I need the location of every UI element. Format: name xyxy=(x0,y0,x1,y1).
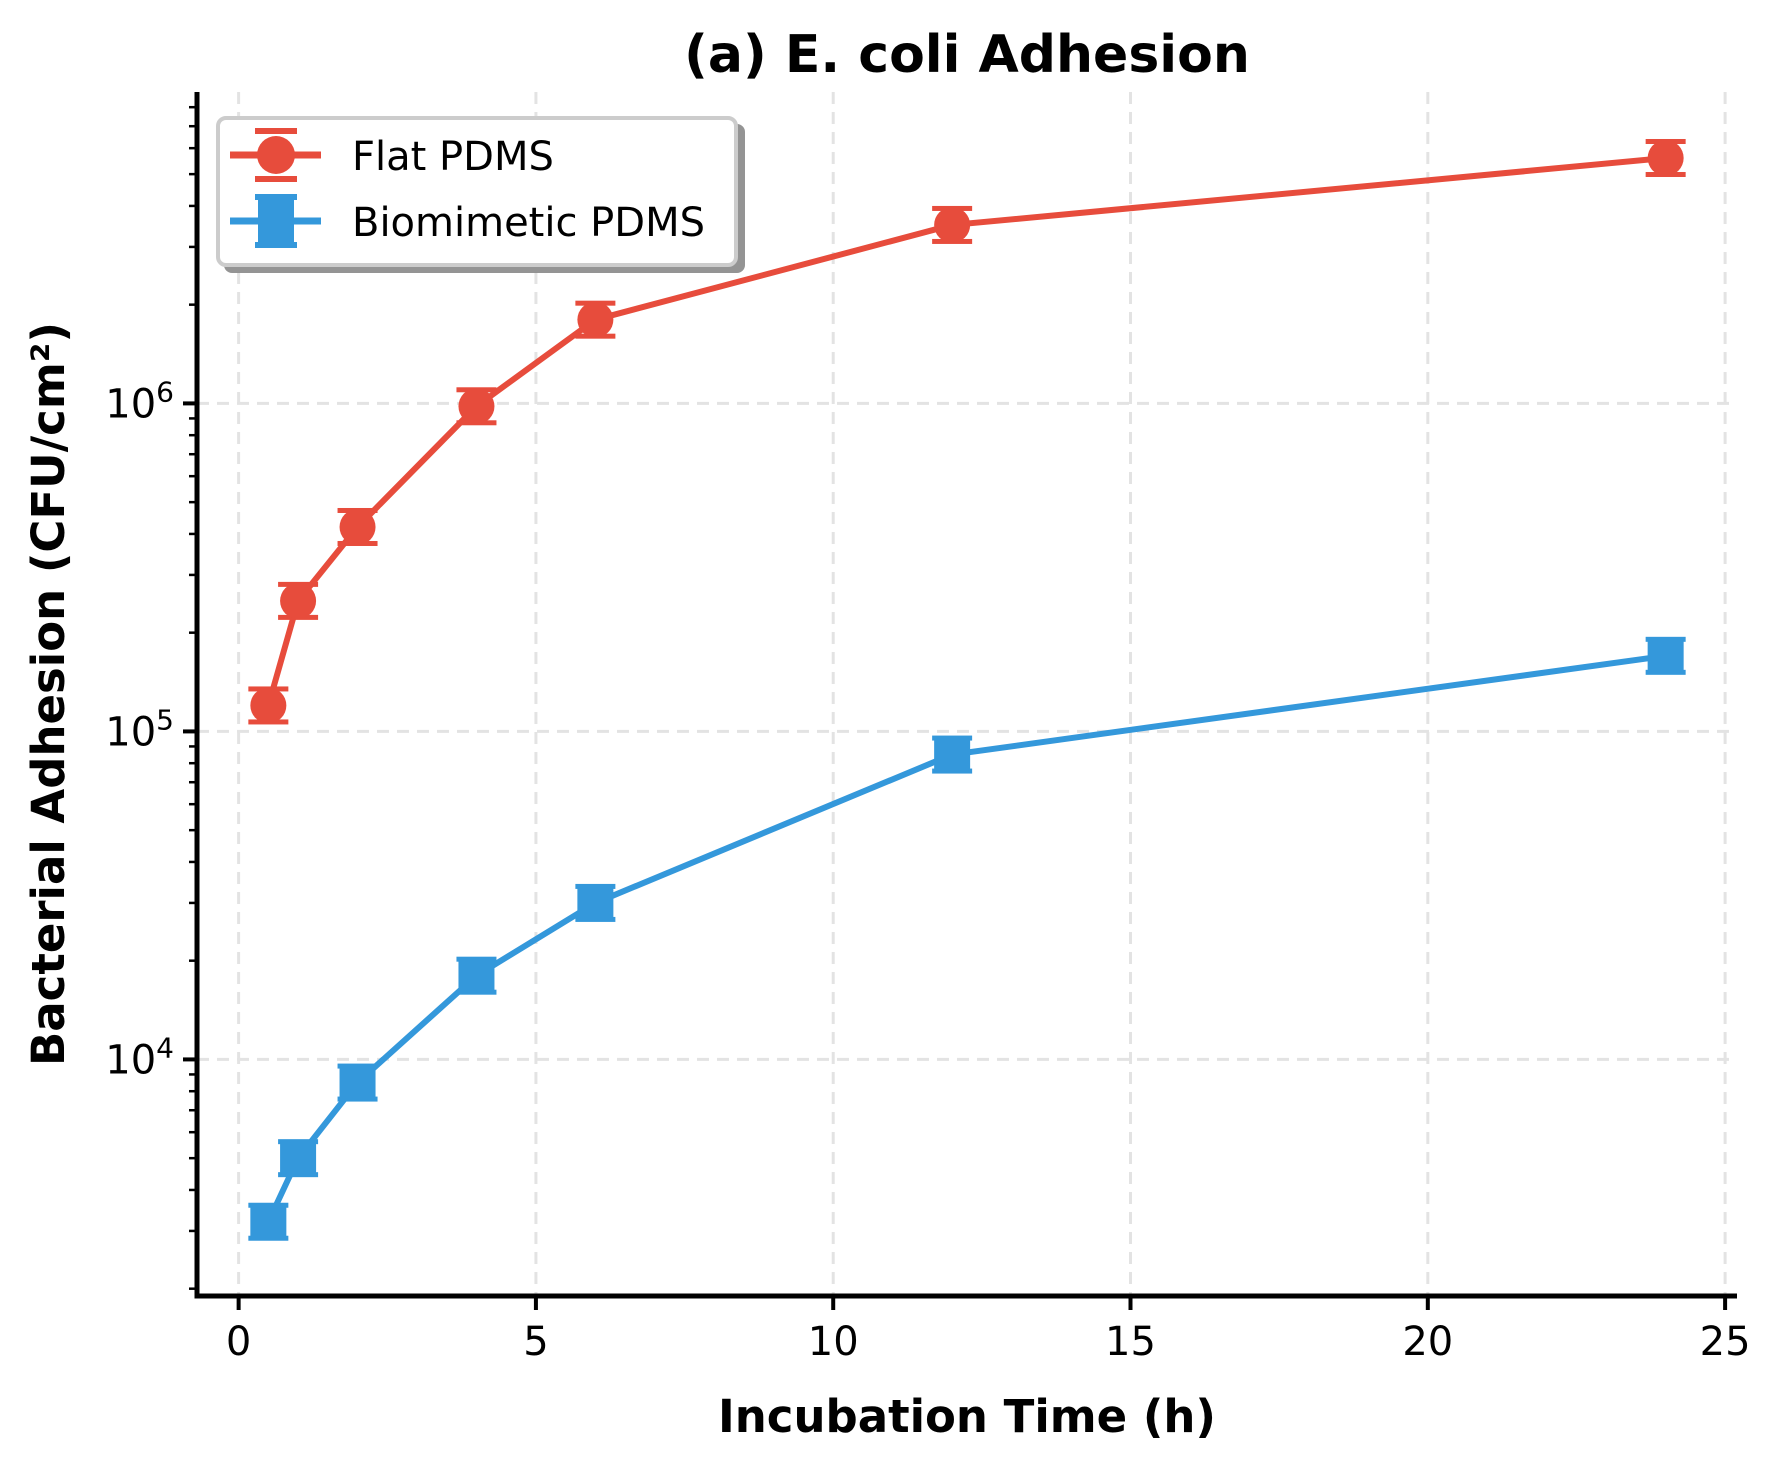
legend-box xyxy=(216,116,738,267)
data-point xyxy=(458,388,495,425)
legend-marker-circle xyxy=(257,136,295,174)
data-point xyxy=(339,1064,376,1101)
data-point xyxy=(1647,139,1684,176)
legend-label: Flat PDMS xyxy=(352,134,554,180)
data-point xyxy=(458,957,495,994)
x-tick-label: 5 xyxy=(523,1319,548,1365)
data-point xyxy=(577,301,614,338)
series-flat-pdms xyxy=(248,138,1686,725)
data-point xyxy=(250,1203,287,1240)
axes xyxy=(194,92,1737,1299)
x-tick-label: 0 xyxy=(226,1319,251,1365)
data-point xyxy=(934,736,971,773)
x-tick-label: 20 xyxy=(1402,1319,1453,1365)
data-point xyxy=(280,582,317,619)
legend: Flat PDMS Biomimetic PDMS xyxy=(216,116,745,273)
chart-title: (a) E. coli Adhesion xyxy=(684,25,1250,85)
grid xyxy=(197,92,1737,1296)
legend-marker-square xyxy=(258,197,294,245)
data-point xyxy=(250,687,287,724)
data-point xyxy=(339,508,376,545)
data-point xyxy=(1647,637,1684,674)
data-point xyxy=(577,884,614,921)
series-biomimetic-pdms xyxy=(248,636,1686,1241)
x-tick-label: 25 xyxy=(1700,1319,1751,1365)
legend-label: Biomimetic PDMS xyxy=(352,200,705,246)
data-point xyxy=(934,206,971,243)
x-tick-label: 15 xyxy=(1105,1319,1156,1365)
y-tick-label: 104 xyxy=(105,1031,174,1083)
legend-item: Flat PDMS xyxy=(230,128,554,182)
ticks: 0 5 10 15 20 25 104 105 106 xyxy=(105,105,1751,1365)
legend-item: Biomimetic PDMS xyxy=(230,194,705,248)
data-point xyxy=(280,1140,317,1177)
x-tick-label: 10 xyxy=(808,1319,859,1365)
legend-error-cap xyxy=(255,128,297,134)
series-layer xyxy=(248,138,1686,1241)
y-tick-label: 105 xyxy=(105,703,174,755)
legend-error-cap xyxy=(255,176,297,182)
x-axis-label: Incubation Time (h) xyxy=(718,1390,1216,1443)
y-tick-label: 106 xyxy=(105,375,174,427)
y-axis-label: Bacterial Adhesion (CFU/cm²) xyxy=(22,322,75,1066)
